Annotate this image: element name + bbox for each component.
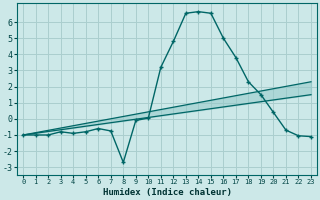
X-axis label: Humidex (Indice chaleur): Humidex (Indice chaleur) xyxy=(103,188,232,197)
